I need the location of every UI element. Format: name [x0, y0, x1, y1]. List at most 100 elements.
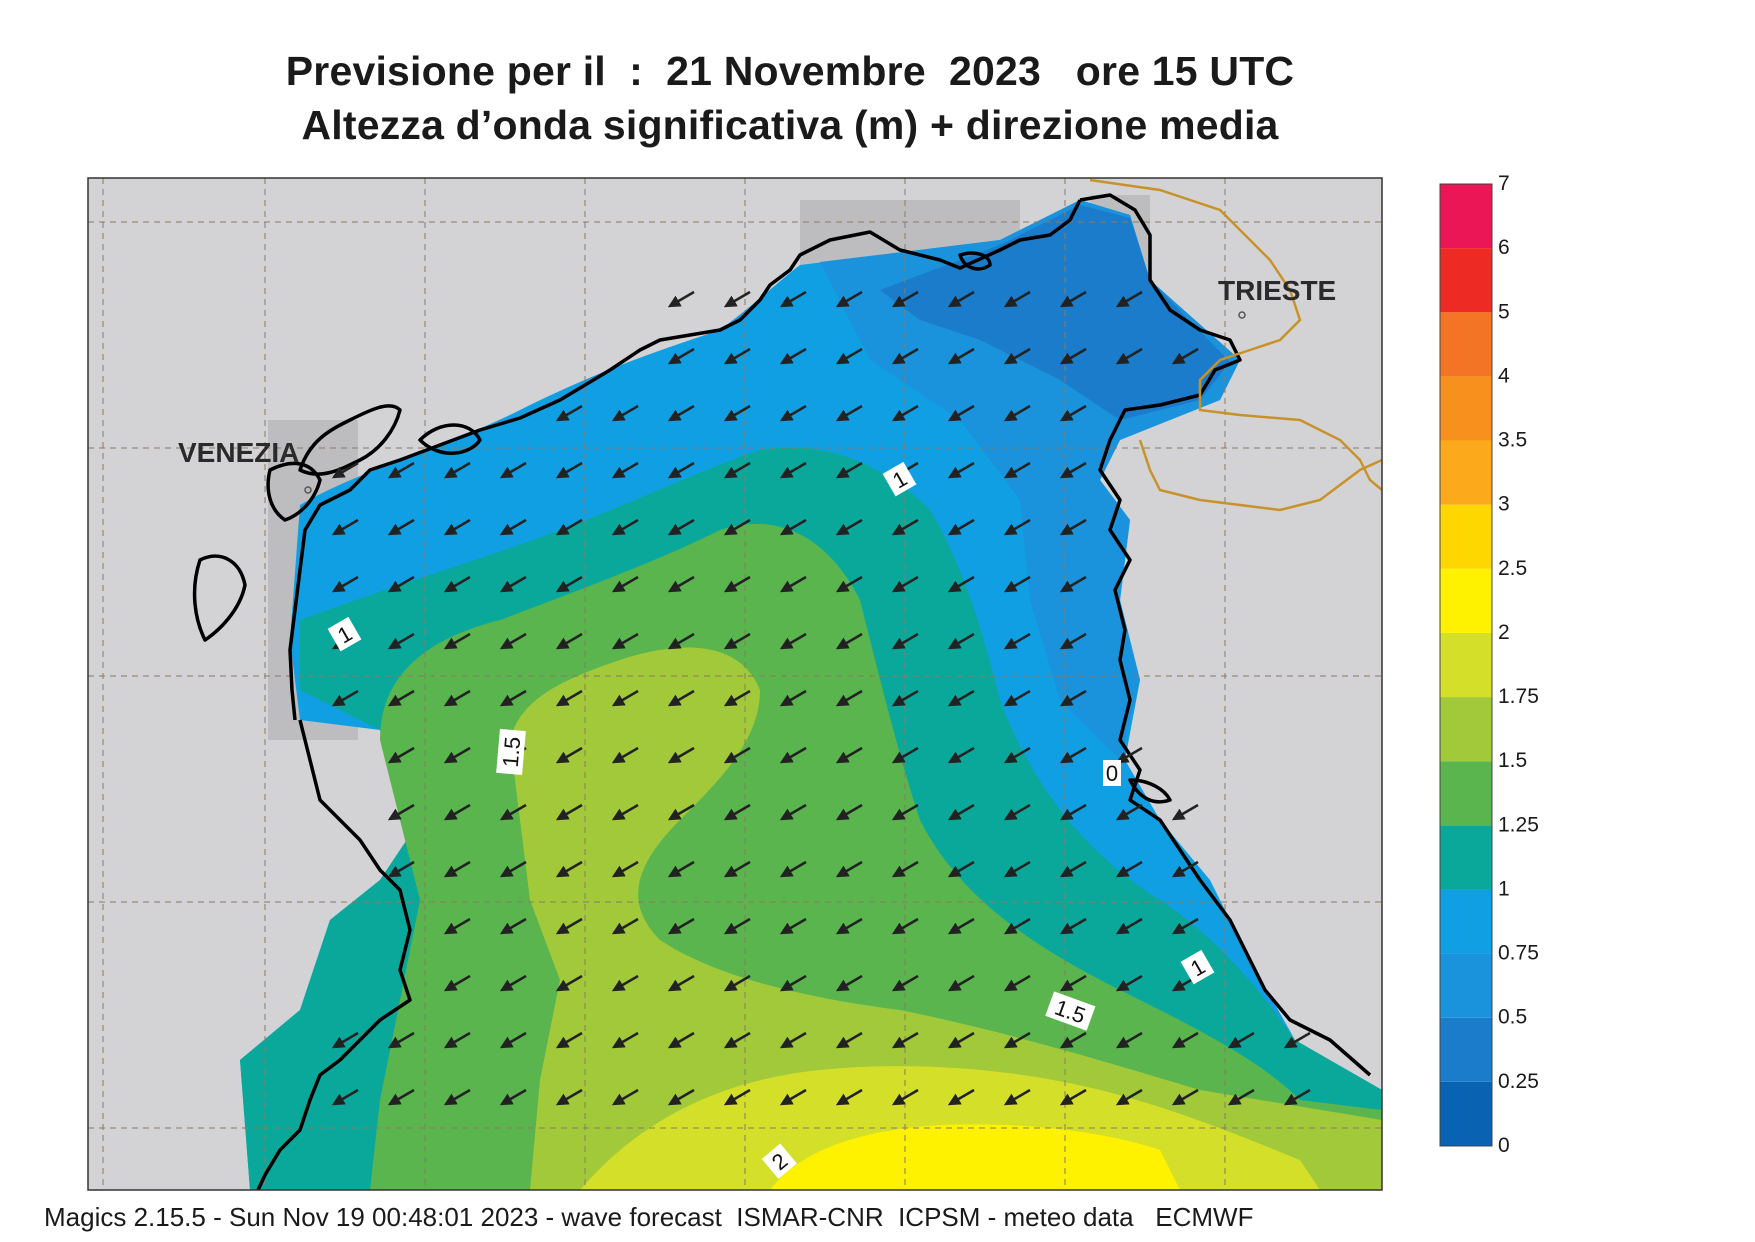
legend-swatch	[1440, 568, 1492, 633]
wave-direction-arrow	[947, 917, 975, 935]
legend-swatch	[1440, 953, 1492, 1018]
wave-direction-arrow	[1171, 917, 1199, 935]
wave-direction-arrow	[1003, 974, 1031, 992]
wave-direction-arrow	[667, 1031, 695, 1049]
wave-direction-arrow	[1059, 290, 1087, 308]
wave-direction-arrow	[611, 461, 639, 479]
legend-swatch	[1440, 632, 1492, 698]
wave-direction-arrow	[947, 746, 975, 764]
wave-direction-arrow	[667, 461, 695, 479]
legend-swatch	[1440, 184, 1492, 249]
wave-direction-arrow	[1059, 1088, 1087, 1106]
wave-direction-arrow	[779, 347, 807, 365]
wave-direction-arrow	[1003, 347, 1031, 365]
wave-direction-arrow	[779, 461, 807, 479]
wave-direction-arrow	[1003, 860, 1031, 878]
wave-direction-arrow	[835, 518, 863, 536]
wave-direction-arrow	[947, 632, 975, 650]
wave-direction-arrow	[1171, 803, 1199, 821]
wave-direction-arrow	[1059, 404, 1087, 422]
wave-direction-arrow	[723, 1088, 751, 1106]
wave-direction-arrow	[387, 461, 415, 479]
wave-direction-arrow	[835, 1031, 863, 1049]
contour-label: 0	[1106, 761, 1118, 786]
wave-direction-arrow	[835, 575, 863, 593]
wave-direction-arrow	[835, 632, 863, 650]
wave-direction-arrow	[891, 404, 919, 422]
legend-tick-label: 3.5	[1498, 429, 1527, 452]
wave-direction-arrow	[555, 404, 583, 422]
wave-direction-arrow	[443, 860, 471, 878]
wave-direction-arrow	[1115, 974, 1143, 992]
wave-direction-arrow	[835, 1088, 863, 1106]
wave-direction-arrow	[611, 689, 639, 707]
wave-direction-arrow	[779, 290, 807, 308]
wave-direction-arrow	[443, 518, 471, 536]
wave-direction-arrow	[667, 575, 695, 593]
wave-direction-arrow	[779, 974, 807, 992]
wave-direction-arrow	[555, 917, 583, 935]
legend-tick-label: 3	[1498, 493, 1510, 516]
wave-direction-arrow	[1059, 974, 1087, 992]
wave-direction-arrow	[835, 746, 863, 764]
legend-tick-label: 0.25	[1498, 1070, 1539, 1093]
wave-direction-arrow	[947, 575, 975, 593]
wave-direction-arrow	[835, 290, 863, 308]
wave-direction-arrow	[947, 404, 975, 422]
legend-tick-label: 5	[1498, 300, 1510, 323]
wave-direction-arrow	[1003, 689, 1031, 707]
wave-direction-arrow	[779, 1031, 807, 1049]
wave-direction-arrow	[723, 917, 751, 935]
wave-direction-arrow	[499, 860, 527, 878]
wave-direction-arrow	[891, 1088, 919, 1106]
wave-direction-arrow	[1115, 347, 1143, 365]
wave-direction-arrow	[499, 575, 527, 593]
band-0.25-0.5	[880, 205, 1230, 420]
legend-tick-label: 6	[1498, 236, 1510, 259]
wave-direction-arrow	[835, 917, 863, 935]
wave-direction-arrow	[1059, 632, 1087, 650]
wave-direction-arrow	[891, 689, 919, 707]
wave-direction-arrow	[1171, 347, 1199, 365]
wave-direction-arrow	[331, 518, 359, 536]
wave-direction-arrow	[555, 860, 583, 878]
wave-direction-arrow	[555, 1031, 583, 1049]
wave-direction-arrow	[723, 860, 751, 878]
wave-direction-arrow	[1059, 917, 1087, 935]
wave-direction-arrow	[387, 803, 415, 821]
wave-direction-arrow	[667, 689, 695, 707]
wave-direction-arrow	[947, 347, 975, 365]
legend-tick-label: 2.5	[1498, 557, 1527, 580]
coastline	[192, 193, 1372, 1190]
wave-direction-arrow	[667, 917, 695, 935]
wave-direction-arrow	[835, 974, 863, 992]
wave-direction-arrow	[1059, 689, 1087, 707]
wave-direction-arrow	[779, 689, 807, 707]
legend-tick-label: 0.75	[1498, 942, 1539, 965]
wave-direction-arrow	[1003, 1031, 1031, 1049]
city-marker-venezia	[304, 486, 312, 494]
wave-direction-arrow	[723, 746, 751, 764]
legend-frame	[1439, 183, 1493, 1147]
legend-tick-label: 1.5	[1498, 749, 1527, 772]
wave-direction-arrow	[331, 575, 359, 593]
wave-direction-arrow	[1003, 803, 1031, 821]
wave-direction-arrow	[1283, 1088, 1311, 1106]
wave-direction-arrow	[723, 347, 751, 365]
wave-direction-arrow	[891, 917, 919, 935]
wave-direction-arrow	[1227, 1088, 1255, 1106]
wave-direction-arrow	[611, 632, 639, 650]
wave-direction-arrow	[331, 689, 359, 707]
wave-direction-arrow	[1003, 404, 1031, 422]
wave-direction-arrow	[611, 746, 639, 764]
wave-direction-arrow	[611, 518, 639, 536]
wave-direction-arrow	[723, 575, 751, 593]
wave-direction-arrow	[1059, 860, 1087, 878]
wave-direction-arrow	[443, 746, 471, 764]
legend-swatch	[1440, 248, 1492, 313]
wave-direction-arrow	[1003, 917, 1031, 935]
wave-direction-arrow	[443, 803, 471, 821]
wave-direction-arrow	[947, 860, 975, 878]
wave-direction-arrow	[1171, 860, 1199, 878]
